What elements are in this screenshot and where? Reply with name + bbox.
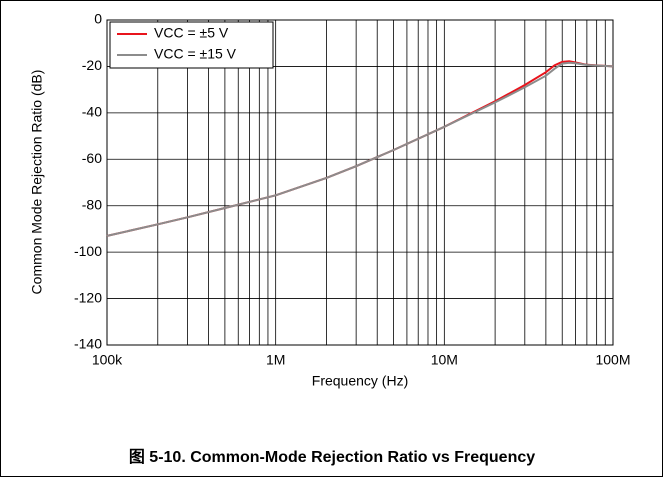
y-tick-label: -100 bbox=[74, 243, 102, 259]
x-tick-label: 10M bbox=[431, 352, 458, 368]
x-tick-label: 1M bbox=[266, 352, 285, 368]
y-tick-label: -40 bbox=[82, 104, 102, 120]
legend-box bbox=[109, 21, 274, 69]
y-tick-label: -80 bbox=[82, 196, 102, 212]
legend-label: VCC = ±15 V bbox=[154, 46, 237, 62]
x-tick-label: 100M bbox=[595, 352, 630, 368]
series-line bbox=[106, 61, 614, 237]
legend-label: VCC = ±5 V bbox=[154, 25, 229, 41]
y-tick-label: 0 bbox=[94, 11, 102, 27]
y-tick-label: -120 bbox=[74, 289, 102, 305]
plot-area bbox=[106, 19, 614, 346]
y-axis-label: Common Mode Rejection Ratio (dB) bbox=[29, 70, 45, 295]
x-axis-label: Frequency (Hz) bbox=[312, 373, 408, 389]
caption: 图 5-10. Common-Mode Rejection Ratio vs F… bbox=[129, 448, 535, 466]
x-tick-label: 100k bbox=[92, 352, 123, 368]
y-tick-label: -140 bbox=[74, 336, 102, 352]
y-tick-label: -60 bbox=[82, 150, 102, 166]
y-tick-label: -20 bbox=[82, 57, 102, 73]
